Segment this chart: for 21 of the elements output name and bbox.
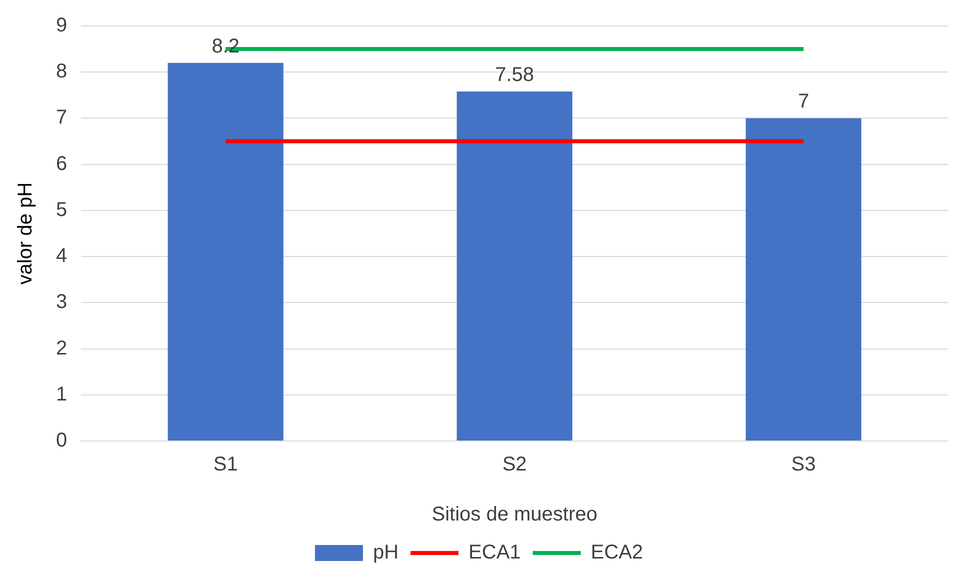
y-tick-label: 8 bbox=[56, 60, 68, 83]
y-tick-label: 4 bbox=[56, 245, 68, 268]
data-label: 8.2 bbox=[212, 35, 240, 58]
x-axis-title: Sitios de muestreo bbox=[432, 504, 598, 526]
y-tick-label: 5 bbox=[56, 198, 68, 221]
y-tick-label: 2 bbox=[56, 337, 68, 360]
y-tick-label: 3 bbox=[56, 291, 68, 314]
y-tick-label: 0 bbox=[56, 430, 68, 452]
legend-label: pH bbox=[372, 542, 399, 564]
x-tick-label: S3 bbox=[791, 454, 816, 476]
y-tick-label: 6 bbox=[56, 152, 68, 175]
data-label: 7.58 bbox=[495, 64, 534, 86]
data-label: 7 bbox=[798, 90, 810, 113]
y-tick-label: 7 bbox=[56, 106, 68, 129]
y-tick-label: 9 bbox=[56, 14, 68, 37]
y-axis-title: valor de pH bbox=[14, 182, 37, 285]
x-tick-label: S1 bbox=[213, 454, 238, 476]
legend-label: ECA1 bbox=[468, 542, 521, 564]
y-tick-label: 1 bbox=[56, 383, 68, 406]
x-tick-label: S2 bbox=[502, 454, 527, 476]
legend-label: ECA2 bbox=[590, 542, 644, 564]
